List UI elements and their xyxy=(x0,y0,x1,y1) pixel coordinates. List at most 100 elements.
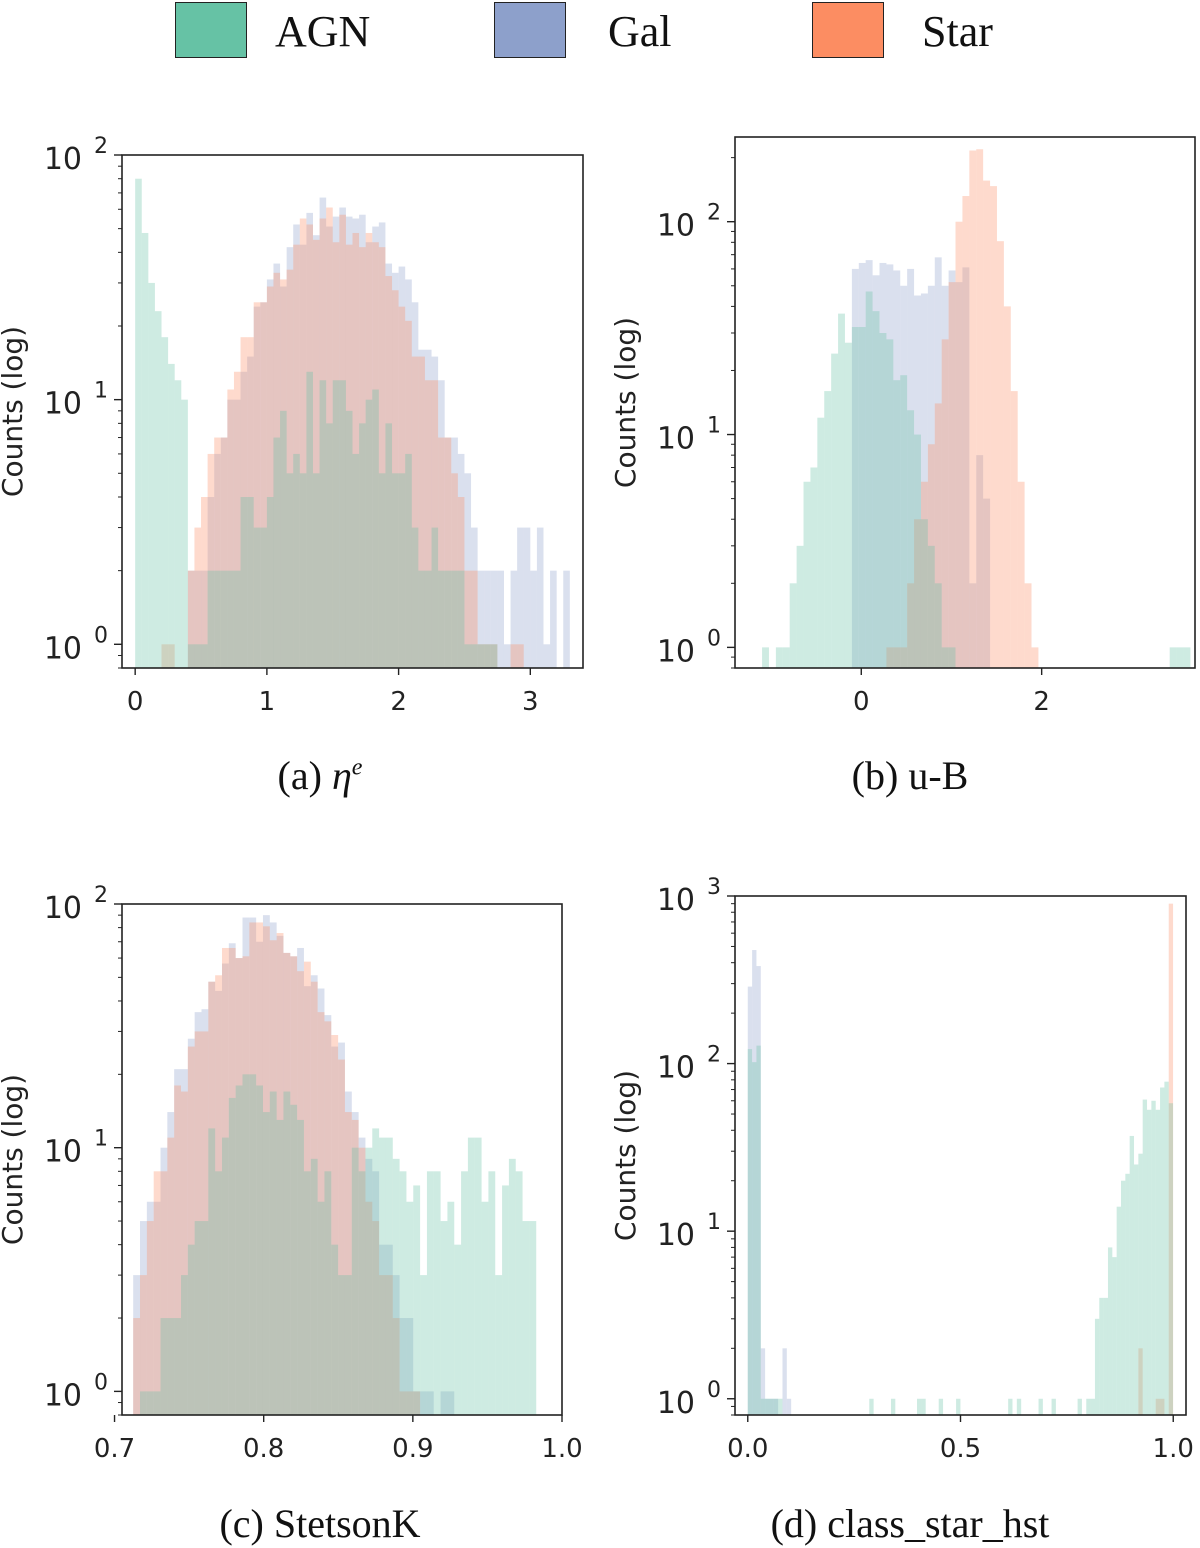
bar-agn xyxy=(752,1062,757,1415)
bar-gal xyxy=(227,399,234,668)
bar-star xyxy=(293,244,300,669)
bar-agn xyxy=(168,363,175,668)
bar-agn xyxy=(306,371,313,668)
bar-gal xyxy=(420,1391,427,1415)
bar-agn xyxy=(338,1275,345,1415)
bar-agn xyxy=(140,1391,147,1415)
bar-star xyxy=(907,583,915,668)
bar-star xyxy=(297,971,304,1415)
bar-gal xyxy=(280,286,287,668)
bar-star xyxy=(167,1137,175,1415)
bar-agn xyxy=(457,570,465,668)
bar-agn xyxy=(941,647,949,668)
bar-agn xyxy=(359,423,366,668)
bar-agn xyxy=(220,570,228,668)
bar-agn xyxy=(399,1171,407,1415)
bar-gal xyxy=(345,216,353,668)
bar-agn xyxy=(900,375,908,668)
bar-star xyxy=(969,150,977,668)
bar-gal xyxy=(352,218,360,668)
bar-gal xyxy=(438,380,445,668)
bar-gal xyxy=(242,917,250,1415)
bar-star xyxy=(955,221,963,668)
bar-gal xyxy=(262,915,270,1415)
bar-star xyxy=(948,282,956,668)
caption-a-symbol: η xyxy=(331,753,352,798)
bar-agn xyxy=(235,1085,243,1415)
bar-gal xyxy=(181,1069,188,1415)
bar-gal xyxy=(240,371,248,668)
y-axis-label: Counts (log) xyxy=(609,317,642,488)
bar-gal xyxy=(893,270,901,668)
legend-label-gal: Gal xyxy=(608,7,672,56)
bar-gal xyxy=(153,1201,161,1415)
bar-star xyxy=(233,371,241,668)
bar-gal xyxy=(934,257,942,668)
bar-gal xyxy=(907,268,915,668)
bar-agn xyxy=(515,1171,523,1415)
bar-gal xyxy=(317,988,325,1415)
bar-gal xyxy=(324,1015,332,1415)
y-tick-label: 10 xyxy=(44,891,82,926)
bar-star xyxy=(221,947,229,1415)
bar-agn xyxy=(914,434,921,668)
bar-agn xyxy=(433,1171,441,1415)
y-tick-exponent: 0 xyxy=(94,1370,108,1395)
bar-gal xyxy=(392,272,399,668)
bar-gal xyxy=(406,1318,414,1415)
bar-gal xyxy=(187,570,195,668)
bar-gal xyxy=(399,1318,407,1415)
bar-gal xyxy=(530,570,537,668)
bar-agn xyxy=(461,1171,468,1415)
bar-agn xyxy=(324,1171,332,1415)
y-tick-label: 10 xyxy=(44,1378,82,1413)
bar-star xyxy=(146,1221,154,1415)
caption-a-prefix: (a) xyxy=(277,753,332,798)
bar-agn xyxy=(1147,1109,1152,1415)
bar-gal xyxy=(253,306,261,668)
bar-agn xyxy=(948,647,956,668)
bar-gal xyxy=(418,349,425,668)
bar-agn xyxy=(1008,1398,1013,1415)
bar-agn xyxy=(1112,1257,1117,1415)
bar-agn xyxy=(789,583,797,668)
bar-star xyxy=(962,196,970,668)
bar-star xyxy=(399,1391,407,1415)
bar-agn xyxy=(1016,1398,1022,1415)
bar-agn xyxy=(907,410,915,668)
y-tick-label: 10 xyxy=(44,142,82,177)
bar-star xyxy=(266,286,274,668)
bar-star xyxy=(345,244,353,669)
y-tick-exponent: 0 xyxy=(707,626,721,651)
bar-star xyxy=(194,1031,202,1415)
bar-gal xyxy=(260,302,267,668)
bar-gal xyxy=(359,214,366,668)
panel-0: 0 1 2 3 10 0 10 1 10 2 Counts (log) xyxy=(0,134,584,717)
bar-star xyxy=(215,975,222,1415)
bar-agn xyxy=(488,1171,496,1415)
bar-gal xyxy=(983,498,991,668)
bar-gal xyxy=(392,1275,400,1415)
bar-agn xyxy=(444,570,452,668)
bar-agn xyxy=(310,1158,318,1415)
bar-star xyxy=(160,1171,168,1415)
bar-gal xyxy=(782,1348,787,1415)
bar-agn xyxy=(174,1318,181,1415)
bar-agn xyxy=(817,417,825,668)
legend-label-star: Star xyxy=(922,7,993,56)
bar-gal xyxy=(385,1244,393,1415)
bar-agn xyxy=(756,1045,761,1415)
bar-gal xyxy=(773,1398,779,1415)
bar-star xyxy=(260,302,267,668)
bar-agn xyxy=(1183,647,1191,668)
bar-agn xyxy=(161,337,169,668)
bar-star xyxy=(1010,391,1018,668)
bar-agn xyxy=(141,232,149,669)
bar-star xyxy=(893,647,901,668)
bar-star xyxy=(385,276,393,668)
bar-gal xyxy=(920,293,928,668)
bar-gal xyxy=(955,282,963,668)
bar-star xyxy=(1155,1398,1161,1415)
bar-star xyxy=(934,403,942,668)
bar-star xyxy=(286,269,294,668)
